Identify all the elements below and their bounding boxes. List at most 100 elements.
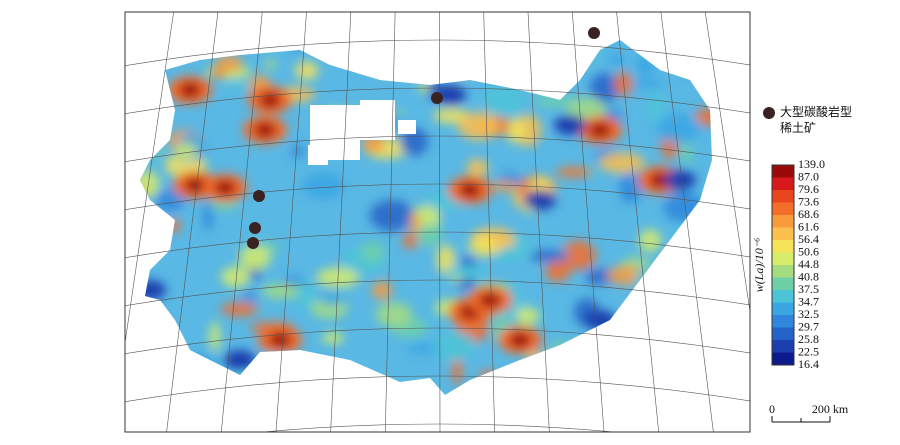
patch xyxy=(293,279,315,309)
scale-label: 40.8 xyxy=(798,269,819,283)
graticule xyxy=(125,375,750,403)
patch xyxy=(436,245,455,275)
graticule xyxy=(616,12,659,432)
patch xyxy=(560,240,597,271)
graticule xyxy=(125,327,750,355)
color-swatch xyxy=(772,240,794,253)
patch xyxy=(224,81,258,91)
color-swatch xyxy=(772,177,794,190)
scale-title: w(La)/10⁻⁶ xyxy=(752,238,766,293)
patch xyxy=(590,72,619,104)
graticule xyxy=(572,12,605,432)
patch xyxy=(269,332,291,348)
color-swatch xyxy=(772,265,794,278)
patch xyxy=(598,152,645,174)
patch xyxy=(607,53,626,67)
color-swatch xyxy=(772,165,794,178)
patch xyxy=(656,113,701,144)
patch xyxy=(618,172,642,204)
patch xyxy=(554,115,586,135)
patch xyxy=(221,266,250,288)
patch xyxy=(295,61,319,80)
patch xyxy=(445,265,488,278)
color-swatch xyxy=(772,227,794,240)
patch xyxy=(491,181,518,192)
scale-label: 29.7 xyxy=(798,319,819,333)
patch xyxy=(481,83,525,116)
patch xyxy=(184,177,206,193)
patch xyxy=(320,292,346,306)
patch xyxy=(589,122,611,138)
graticule xyxy=(483,12,495,432)
scale-label: 34.7 xyxy=(798,294,819,308)
patch xyxy=(369,199,415,232)
deposit-marker xyxy=(588,27,600,39)
deposit-marker xyxy=(431,92,443,104)
graticule xyxy=(660,12,714,432)
deposit-marker xyxy=(253,190,265,202)
graticule xyxy=(385,12,396,432)
color-swatch xyxy=(772,352,794,365)
patch xyxy=(239,244,271,271)
color-swatch xyxy=(772,327,794,340)
scale-label: 50.6 xyxy=(798,244,819,258)
patch xyxy=(545,260,571,282)
graticule xyxy=(704,12,750,314)
patch xyxy=(375,302,413,327)
patch xyxy=(506,117,526,144)
scale-label: 68.6 xyxy=(798,207,819,221)
scale-label: 87.0 xyxy=(798,169,819,183)
graticule xyxy=(125,279,750,307)
patch xyxy=(360,241,385,263)
scale-label: 37.5 xyxy=(798,282,819,296)
patch xyxy=(321,332,344,344)
patch xyxy=(457,112,500,140)
graticule xyxy=(125,183,750,211)
graticule xyxy=(125,39,750,67)
patch xyxy=(207,199,239,211)
scale-label: 61.6 xyxy=(798,219,819,233)
color-swatch xyxy=(772,252,794,265)
color-bar-frame xyxy=(771,164,795,366)
patch xyxy=(409,212,421,234)
patch xyxy=(509,332,531,348)
scale-label: 32.5 xyxy=(798,307,819,321)
scale-label: 139.0 xyxy=(798,157,825,171)
graticule xyxy=(527,12,550,432)
patch xyxy=(524,190,556,210)
patch xyxy=(489,239,516,248)
graticule xyxy=(330,12,352,432)
scale-label: 22.5 xyxy=(798,344,819,358)
scale-label: 56.4 xyxy=(798,232,819,246)
graticule xyxy=(125,87,750,115)
patch xyxy=(179,82,201,98)
patch xyxy=(399,127,429,156)
patch xyxy=(556,167,592,178)
patch xyxy=(479,292,501,308)
patch xyxy=(154,188,186,212)
patch xyxy=(264,59,277,70)
patch xyxy=(209,321,221,352)
patch xyxy=(466,159,489,177)
patch xyxy=(664,170,696,190)
color-swatch xyxy=(772,215,794,228)
deposit-marker xyxy=(247,237,259,249)
patch xyxy=(290,144,305,158)
patch xyxy=(220,302,258,317)
patch xyxy=(254,122,276,138)
color-swatch xyxy=(772,190,794,203)
map-frame xyxy=(124,11,751,433)
graticule xyxy=(275,12,307,432)
patch xyxy=(533,95,576,107)
graticule xyxy=(439,12,441,432)
patch xyxy=(681,139,693,166)
patch xyxy=(371,281,393,300)
patch xyxy=(624,78,665,89)
color-swatch xyxy=(772,277,794,290)
scale-label: 44.8 xyxy=(798,257,819,271)
patch xyxy=(638,229,662,253)
color-swatch xyxy=(772,315,794,328)
legend-label: 稀土矿 xyxy=(780,121,816,135)
patch xyxy=(214,180,236,196)
